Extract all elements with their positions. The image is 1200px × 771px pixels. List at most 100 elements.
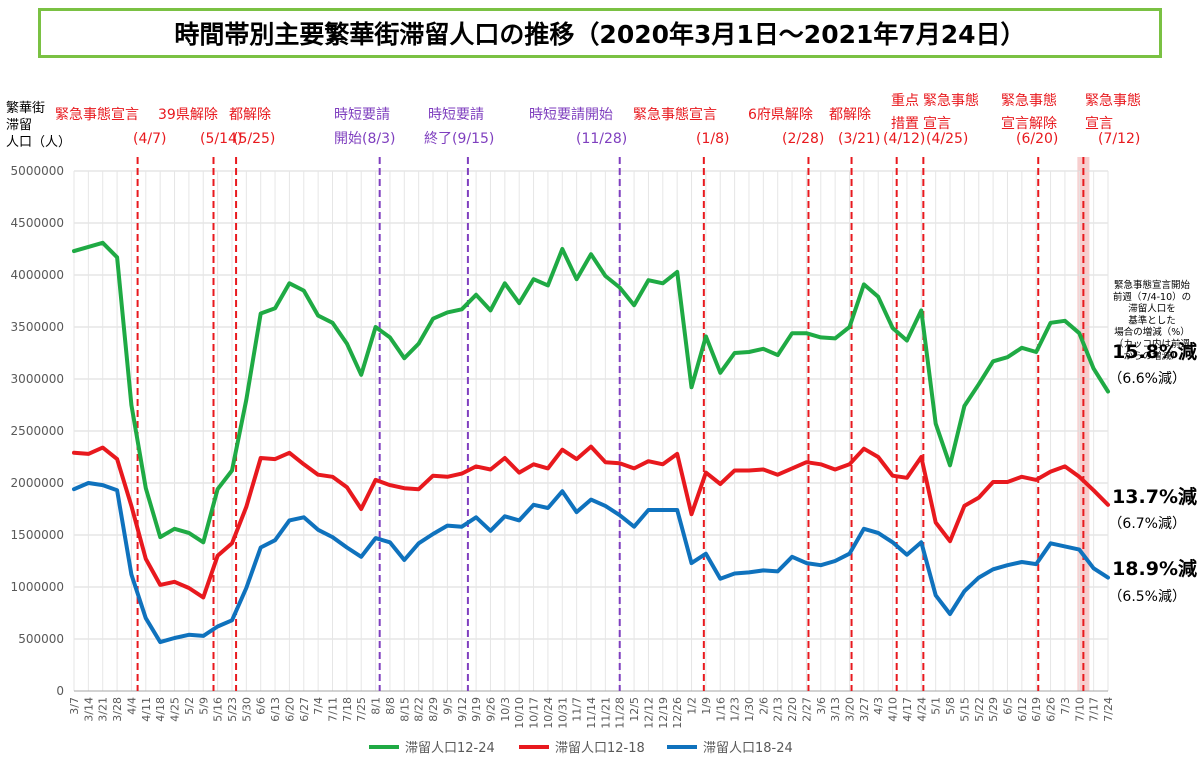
annotation-note: 緊急事態宣言開始: [1114, 279, 1191, 291]
y-tick-label: 2500000: [11, 424, 64, 438]
x-tick-label: 11/28: [614, 697, 627, 729]
x-tick-label: 8/22: [413, 697, 426, 722]
series-line: [72, 481, 1110, 645]
x-tick-label: 8/1: [370, 697, 383, 715]
x-tick-label: 5/30: [240, 697, 253, 722]
x-tick-label: 10/17: [528, 697, 541, 729]
x-tick-label: 1/2: [686, 697, 699, 715]
x-tick-label: 1/9: [700, 697, 713, 715]
x-tick-label: 7/4: [312, 697, 325, 715]
event-label: 時短要請: [428, 107, 484, 123]
x-tick-label: 12/19: [657, 697, 670, 729]
end-label-main: 15.8%減: [1112, 340, 1197, 363]
x-tick-label: 5/16: [212, 697, 225, 722]
x-tick-label: 8/8: [384, 697, 397, 715]
event-label: 緊急事態: [1085, 93, 1141, 109]
x-tick-label: 4/4: [125, 697, 138, 715]
annotation-note: 場合の増減（%）: [1114, 326, 1190, 338]
x-tick-label: 1/16: [714, 697, 727, 722]
x-tick-label: 11/7: [571, 697, 584, 722]
x-tick-label: 6/6: [255, 697, 268, 715]
x-tick-label: 1/23: [729, 697, 742, 722]
x-tick-label: 6/20: [283, 697, 296, 722]
event-label: 宣言: [923, 116, 951, 132]
x-tick-label: 5/15: [958, 697, 971, 722]
y-tick-label: 2000000: [11, 476, 64, 490]
x-tick-label: 12/12: [642, 697, 655, 729]
x-tick-label: 3/6: [815, 697, 828, 715]
x-tick-label: 12/26: [671, 697, 684, 729]
x-tick-label: 3/20: [844, 697, 857, 722]
series-line: [72, 444, 1110, 600]
event-label: 時短要請開始: [529, 107, 613, 123]
x-tick-label: 6/12: [1016, 697, 1029, 722]
x-tick-label: 8/29: [427, 697, 440, 722]
event-label: 6府県解除: [748, 107, 813, 123]
end-label-sub: （6.5%減）: [1108, 588, 1186, 605]
x-tick-label: 11/14: [585, 697, 598, 729]
x-tick-label: 6/27: [298, 697, 311, 722]
y-axis-label: 繁華街: [6, 100, 45, 116]
x-tick-label: 3/28: [111, 697, 124, 722]
x-tick-label: 2/27: [800, 697, 813, 722]
annotation-note: 滞留人口を: [1128, 303, 1176, 315]
y-tick-label: 1500000: [11, 528, 64, 542]
x-tick-label: 9/19: [470, 697, 483, 722]
legend-label: 滞留人口12-24: [405, 741, 495, 756]
y-tick-label: 4000000: [11, 268, 64, 282]
x-tick-label: 10/31: [556, 697, 569, 729]
end-label-sub: （6.6%減）: [1108, 370, 1186, 387]
x-tick-label: 4/10: [887, 697, 900, 722]
x-tick-label: 7/11: [327, 697, 340, 722]
event-label: 都解除: [829, 107, 871, 123]
annotation-note: （カッコ内は前週: [1114, 338, 1191, 350]
y-tick-label: 1000000: [11, 580, 64, 594]
x-tick-label: 7/3: [1059, 697, 1072, 715]
event-label: (7/12): [1098, 131, 1140, 147]
event-label: 終了(9/15): [424, 131, 494, 147]
chart-title: 時間帯別主要繁華街滞留人口の推移（2020年3月1日～2021年7月24日）: [38, 8, 1162, 58]
x-tick-label: 7/25: [355, 697, 368, 722]
end-label-main: 13.7%減: [1112, 485, 1197, 508]
end-label-sub: （6.7%減）: [1108, 515, 1186, 532]
event-label: 緊急事態: [923, 93, 979, 109]
x-tick-label: 4/17: [901, 697, 914, 722]
x-tick-label: 11/21: [599, 697, 612, 729]
x-tick-label: 12/5: [628, 697, 641, 722]
event-label: 緊急事態宣言: [55, 107, 139, 123]
event-label: (4/7): [133, 131, 166, 147]
annotation-note: 基準とした: [1128, 314, 1176, 326]
event-label: 措置: [891, 116, 919, 132]
x-tick-label: 9/12: [456, 697, 469, 722]
event-label: (4/12): [883, 131, 925, 147]
y-axis-label: 人口（人）: [6, 135, 71, 150]
x-tick-label: 7/17: [1088, 697, 1101, 722]
x-tick-label: 2/6: [757, 697, 770, 715]
series-line: [72, 240, 1110, 545]
x-tick-label: 6/26: [1045, 697, 1058, 722]
y-tick-label: 500000: [18, 632, 64, 646]
x-tick-label: 6/13: [269, 697, 282, 722]
legend-label: 滞留人口18-24: [703, 741, 793, 756]
x-tick-label: 5/23: [226, 697, 239, 722]
y-tick-label: 3000000: [11, 372, 64, 386]
event-label: 宣言解除: [1001, 116, 1057, 132]
x-tick-label: 4/3: [872, 697, 885, 715]
annotation-note: 前週（7/4-10）の: [1113, 291, 1191, 303]
x-tick-label: 4/11: [140, 697, 153, 722]
x-tick-label: 3/27: [858, 697, 871, 722]
x-tick-label: 4/18: [154, 697, 167, 722]
event-label: 重点: [891, 93, 919, 109]
x-tick-label: 10/3: [499, 697, 512, 722]
x-tick-label: 2/13: [772, 697, 785, 722]
end-label-main: 18.9%減: [1112, 557, 1197, 580]
x-tick-label: 1/30: [743, 697, 756, 722]
x-tick-label: 8/15: [398, 697, 411, 722]
x-tick-label: 9/26: [484, 697, 497, 722]
x-tick-label: 4/24: [915, 697, 928, 722]
event-label: 時短要請: [334, 107, 390, 123]
x-tick-label: 3/14: [82, 697, 95, 722]
event-label: 緊急事態: [1001, 93, 1057, 109]
legend-label: 滞留人口12-18: [555, 741, 645, 756]
